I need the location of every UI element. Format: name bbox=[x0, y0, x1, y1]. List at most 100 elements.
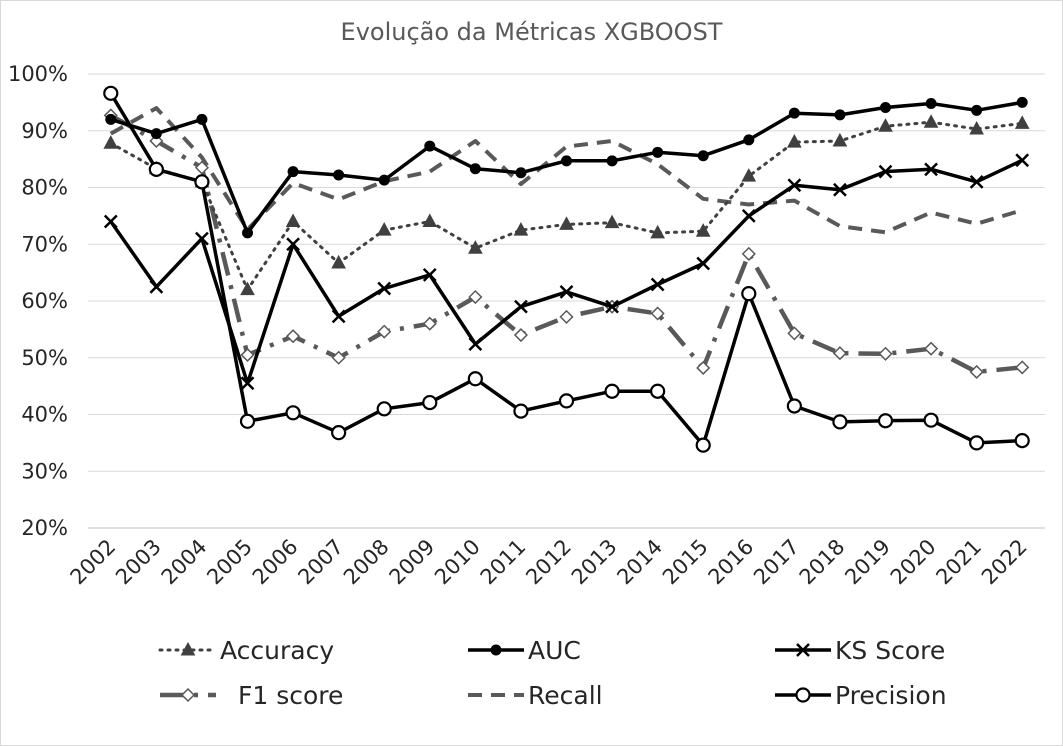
legend-item-ks-score: KS Score bbox=[775, 636, 945, 665]
data-point-auc bbox=[697, 150, 709, 162]
data-point-f1-score bbox=[194, 160, 209, 175]
data-point-auc bbox=[880, 101, 891, 113]
data-point-accuracy bbox=[923, 114, 939, 128]
legend-label: Accuracy bbox=[220, 636, 334, 665]
x-tick-label: 2020 bbox=[886, 535, 941, 590]
data-point-precision bbox=[467, 371, 483, 387]
data-point-precision bbox=[741, 286, 757, 302]
data-point-accuracy bbox=[468, 240, 483, 254]
series-precision bbox=[103, 85, 1030, 453]
data-point-f1-score bbox=[286, 329, 301, 344]
legend-marker bbox=[795, 687, 811, 703]
data-point-auc bbox=[287, 166, 299, 178]
data-point-ks-score bbox=[605, 299, 619, 314]
data-point-auc bbox=[469, 163, 481, 175]
data-point-f1-score bbox=[422, 316, 437, 331]
data-point-f1-score bbox=[787, 326, 802, 341]
data-point-f1-score bbox=[1015, 360, 1030, 375]
data-point-f1-score bbox=[468, 289, 483, 305]
data-point-accuracy bbox=[513, 222, 529, 236]
data-point-f1-score bbox=[696, 360, 711, 376]
data-point-accuracy bbox=[285, 213, 301, 228]
legend-label: Precision bbox=[835, 681, 947, 710]
data-point-precision bbox=[923, 412, 939, 428]
data-point-accuracy bbox=[832, 132, 848, 147]
x-tick-label: 2005 bbox=[202, 535, 257, 590]
data-point-ks-score bbox=[331, 309, 346, 324]
x-tick-label: 2002 bbox=[66, 535, 121, 590]
series-line-f1-score bbox=[109, 113, 1023, 375]
x-tick-label: 2021 bbox=[931, 535, 986, 590]
y-tick-label: 20% bbox=[21, 516, 68, 540]
legend-marker bbox=[490, 644, 502, 656]
y-tick-label: 40% bbox=[21, 403, 68, 427]
data-point-accuracy bbox=[878, 118, 893, 132]
data-point-f1-score bbox=[741, 246, 756, 261]
data-point-accuracy bbox=[331, 254, 346, 269]
data-point-auc bbox=[515, 167, 527, 179]
data-point-f1-score bbox=[832, 346, 847, 361]
data-point-auc bbox=[834, 109, 846, 121]
data-point-f1-score bbox=[377, 324, 392, 339]
x-tick-label: 2017 bbox=[749, 535, 804, 590]
data-point-precision bbox=[148, 161, 164, 177]
y-tick-label: 70% bbox=[21, 232, 68, 256]
data-point-ks-score bbox=[969, 174, 984, 189]
x-tick-label: 2022 bbox=[977, 535, 1032, 590]
data-point-precision bbox=[376, 401, 392, 417]
data-point-auc bbox=[378, 174, 390, 186]
data-point-f1-score bbox=[969, 364, 984, 379]
legend-marker bbox=[180, 641, 196, 656]
data-point-precision bbox=[969, 435, 985, 451]
y-tick-label: 50% bbox=[21, 346, 68, 370]
legend-item-precision: Precision bbox=[775, 681, 947, 710]
data-point-f1-score bbox=[924, 341, 939, 356]
legend-item-accuracy: Accuracy bbox=[158, 636, 334, 665]
data-point-precision bbox=[695, 437, 711, 453]
legend-item-f1-score: F1 score bbox=[160, 681, 343, 710]
data-point-ks-score bbox=[286, 237, 300, 252]
data-point-f1-score bbox=[559, 309, 574, 324]
x-tick-label: 2015 bbox=[658, 535, 713, 590]
data-point-precision bbox=[650, 383, 666, 399]
x-tick-label: 2008 bbox=[339, 535, 394, 590]
data-point-accuracy bbox=[1014, 115, 1030, 129]
data-point-ks-score bbox=[103, 214, 118, 229]
data-point-ks-score bbox=[696, 256, 711, 271]
legend-label: Recall bbox=[528, 681, 603, 710]
data-point-f1-score bbox=[650, 306, 665, 321]
data-point-ks-score bbox=[787, 178, 802, 193]
data-point-auc bbox=[925, 98, 937, 110]
data-point-precision bbox=[832, 414, 848, 430]
data-point-accuracy bbox=[695, 223, 711, 237]
series-accuracy bbox=[103, 114, 1030, 296]
x-tick-label: 2004 bbox=[157, 535, 212, 590]
data-point-precision bbox=[877, 413, 894, 429]
data-point-auc bbox=[242, 227, 253, 239]
data-point-accuracy bbox=[650, 224, 665, 239]
data-point-ks-score bbox=[924, 162, 938, 177]
data-point-accuracy bbox=[787, 134, 802, 148]
data-point-f1-score bbox=[331, 350, 346, 365]
data-point-ks-score bbox=[195, 231, 209, 246]
data-point-auc bbox=[971, 104, 983, 116]
x-tick-label: 2014 bbox=[612, 535, 667, 590]
series-ks-score bbox=[103, 153, 1030, 391]
data-point-precision bbox=[103, 85, 119, 101]
data-point-precision bbox=[194, 174, 210, 190]
data-point-precision bbox=[239, 413, 256, 429]
data-point-precision bbox=[331, 425, 347, 441]
series-auc bbox=[105, 96, 1028, 239]
data-point-precision bbox=[1014, 433, 1030, 449]
legend-label: KS Score bbox=[835, 636, 945, 665]
data-point-precision bbox=[604, 383, 620, 399]
data-point-ks-score bbox=[149, 279, 164, 294]
data-point-ks-score bbox=[833, 182, 847, 197]
legend-marker bbox=[180, 687, 196, 703]
data-point-auc bbox=[196, 113, 208, 125]
data-point-accuracy bbox=[240, 281, 255, 296]
data-point-ks-score bbox=[468, 337, 483, 352]
legend-label: F1 score bbox=[238, 681, 343, 710]
x-tick-label: 2019 bbox=[840, 535, 895, 590]
data-point-auc bbox=[561, 155, 572, 167]
